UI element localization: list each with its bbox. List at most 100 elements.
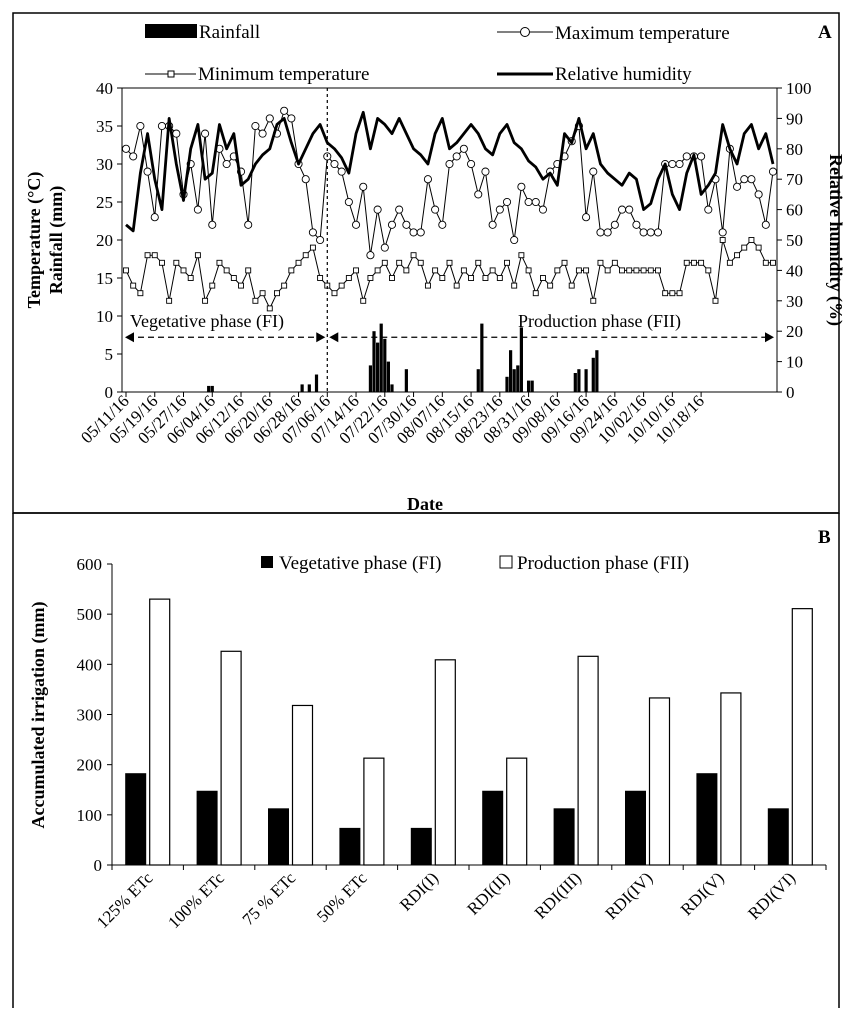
rainfall-bar [386, 361, 390, 392]
rainfall-bar [573, 373, 577, 392]
left-tick-label: 40 [96, 79, 113, 98]
tmin-point [202, 297, 209, 304]
tmin-point [173, 259, 180, 266]
b-y-tick-label: 500 [77, 605, 103, 624]
right-tick-label: 100 [786, 79, 812, 98]
tmax-point [143, 167, 152, 176]
right-tick-label: 40 [786, 261, 803, 280]
tmax-point [438, 220, 447, 229]
tmax-point [373, 205, 382, 214]
bar-production [434, 659, 456, 866]
tmax-point [632, 220, 641, 229]
tmin-point [389, 275, 395, 281]
tmax-point [747, 175, 756, 184]
tmax-point [517, 182, 526, 191]
tmin-point [547, 282, 554, 289]
tmin-point [468, 275, 475, 281]
tmin-point [245, 267, 252, 274]
tmin-point [439, 275, 446, 281]
legend-rainfall-label: Rainfall [199, 22, 260, 43]
tmax-point [351, 220, 361, 229]
tmax-point [675, 159, 684, 169]
phase-arrow-heads [125, 332, 774, 343]
tmin-point [762, 259, 769, 266]
bar-vegetative [553, 808, 575, 866]
tmin-point [446, 259, 453, 266]
rainfall-bar [207, 385, 211, 392]
b-category-label: 100% ETc [164, 868, 228, 932]
legend-fii-label: Production phase (FII) [517, 553, 689, 574]
tmax-point [366, 251, 375, 260]
tmax-point [387, 220, 397, 229]
tmax-point [589, 167, 598, 176]
tmin-point [137, 290, 144, 297]
tmax-point [380, 243, 389, 252]
tmax-point [251, 121, 260, 131]
tmax-point [704, 205, 713, 214]
tmin-point [712, 297, 719, 304]
rainfall-bar [383, 338, 387, 392]
legend-b: Vegetative phase (FI) Production phase (… [261, 553, 689, 574]
bar-production [720, 692, 742, 866]
tmax-point [193, 205, 202, 214]
tmin-point [417, 259, 424, 266]
tmin-point [180, 267, 187, 274]
b-y-tick-label: 200 [77, 756, 103, 775]
legend-rh-label: Relative humidity [555, 64, 692, 85]
tmax-point [445, 159, 454, 169]
tmax-point [625, 205, 634, 214]
left-tick-label: 0 [105, 383, 114, 402]
bar-production [363, 757, 385, 866]
tmax-point [524, 197, 533, 207]
x-label-date: Date [407, 494, 443, 514]
tmin-point [187, 275, 194, 281]
rainfall-bar [368, 365, 373, 392]
rainfall-bar [314, 374, 319, 392]
right-tick-label: 30 [786, 292, 803, 311]
rainfall-bar [526, 380, 531, 392]
tmin-point [532, 290, 539, 297]
tmin-point [432, 267, 439, 274]
tmin-series [123, 237, 776, 312]
tmax-point [316, 235, 325, 245]
tmax-point [531, 197, 540, 207]
tmin-point [482, 275, 489, 281]
tmax-point [596, 228, 605, 237]
bar-vegetative [767, 808, 789, 866]
tmin-point [511, 282, 518, 289]
arrow-head [329, 332, 339, 343]
tmin-point [633, 267, 640, 274]
tmax-point [337, 167, 346, 176]
tmax-point [150, 213, 159, 222]
b-category-label: RDI(VI) [744, 868, 799, 923]
left-tick-label: 35 [96, 117, 113, 136]
bar-vegetative [339, 827, 361, 866]
tmin-point [309, 244, 316, 251]
tmax-point [222, 159, 231, 169]
tmin-point [252, 297, 259, 304]
tmax-point [402, 220, 411, 229]
b-y-axis-ticks: 0 100 200 300 400 500 600 [77, 555, 112, 875]
tmin-point [281, 282, 288, 289]
rainfall-bar [519, 327, 523, 392]
rainfall-bar [516, 365, 520, 392]
tmin-point [719, 237, 726, 243]
y-label-temperature: Temperature (°C) [24, 172, 45, 309]
tmax-point [330, 159, 339, 169]
tmin-point [662, 290, 669, 297]
tmin-point [518, 252, 525, 259]
left-tick-label: 25 [96, 193, 113, 212]
tmax-point [481, 167, 490, 176]
b-category-label: 75 % ETc [239, 868, 300, 929]
bar-production [791, 608, 813, 866]
y-label-rh: Relative humidity (%) [825, 154, 846, 326]
panel-b-chart: 0 100 200 300 400 500 600 125% ETc 100% ETc 75 %… [28, 553, 827, 932]
tmin-point [640, 267, 647, 274]
tmin-line [125, 239, 773, 310]
tmax-point [409, 228, 418, 237]
bar-production [506, 757, 528, 866]
rainfall-bar [300, 384, 304, 392]
rainfall-bar [509, 350, 513, 392]
tmin-point [554, 267, 561, 274]
